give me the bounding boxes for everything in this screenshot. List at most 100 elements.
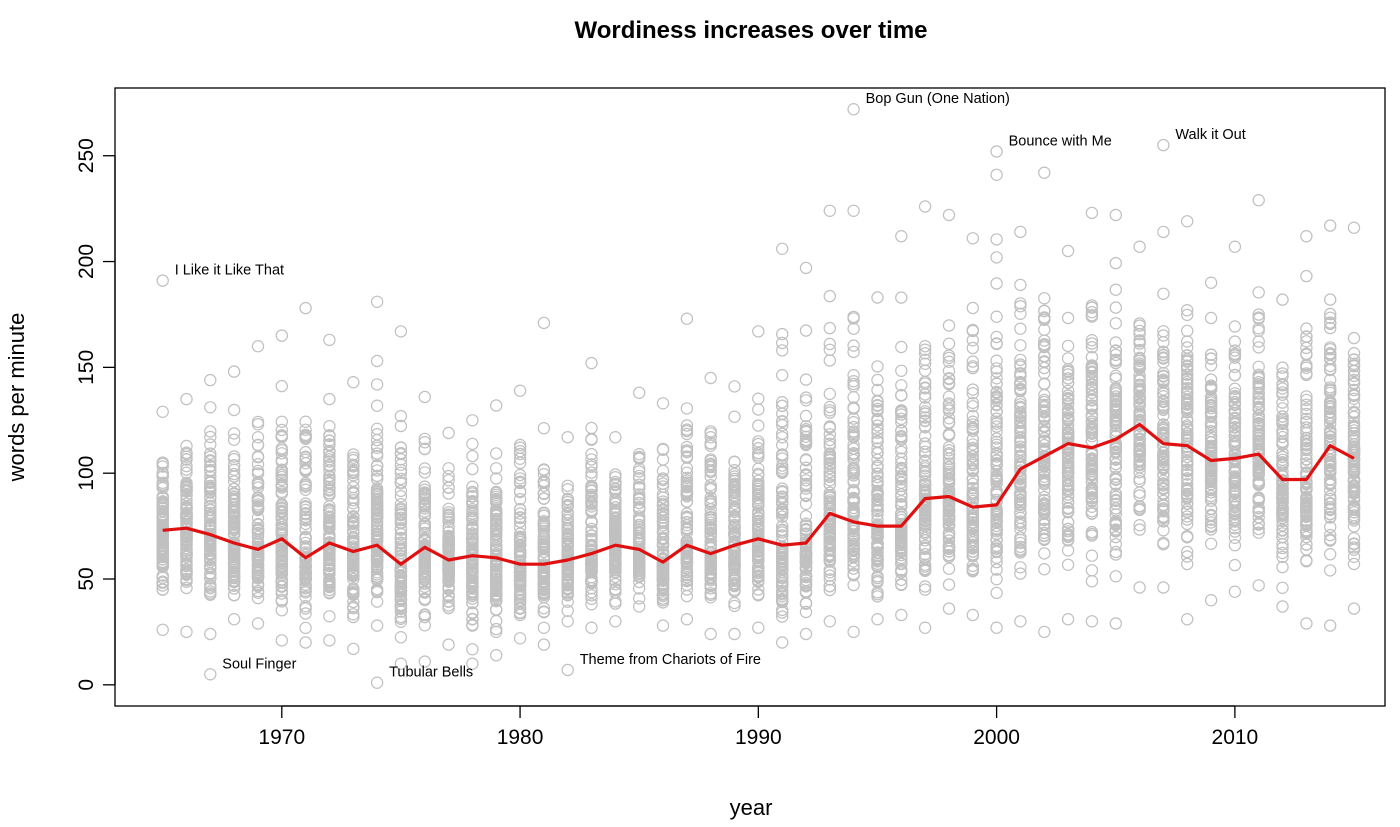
- data-point: [776, 603, 789, 617]
- data-point: [275, 604, 288, 617]
- data-point: [895, 608, 908, 622]
- data-point: [609, 555, 622, 569]
- data-point: [251, 467, 265, 480]
- data-point: [251, 535, 265, 549]
- data-point: [1252, 193, 1265, 207]
- data-point: [633, 561, 646, 575]
- data-point: [1300, 348, 1313, 361]
- data-point: [442, 515, 455, 529]
- data-point: [370, 295, 384, 308]
- data-point: [966, 323, 980, 337]
- data-point: [180, 497, 193, 510]
- data-point: [418, 577, 431, 590]
- data-point: [227, 450, 241, 463]
- data-point: [323, 545, 336, 558]
- data-point: [394, 605, 408, 618]
- data-point: [204, 627, 217, 641]
- data-point: [418, 526, 431, 540]
- data-point: [466, 480, 479, 493]
- data-point: [370, 619, 384, 632]
- data-point: [656, 619, 670, 632]
- data-point: [418, 548, 431, 562]
- data-point: [1109, 570, 1123, 583]
- data-point: [394, 537, 408, 550]
- data-point: [394, 599, 408, 612]
- data-point: [990, 277, 1003, 290]
- data-point: [323, 333, 336, 347]
- data-point: [918, 583, 932, 596]
- data-point: [633, 496, 646, 510]
- data-point: [418, 508, 431, 522]
- data-point: [561, 524, 574, 537]
- data-point: [227, 547, 241, 560]
- data-point: [227, 427, 241, 440]
- data-point: [704, 437, 717, 450]
- data-point: [180, 625, 193, 639]
- data-point: [204, 460, 217, 473]
- data-point: [823, 289, 837, 303]
- data-point: [990, 337, 1003, 350]
- data-point: [609, 431, 622, 444]
- data-point: [537, 316, 551, 330]
- data-point: [251, 491, 265, 504]
- data-point: [347, 608, 360, 621]
- data-point: [609, 582, 622, 596]
- data-point: [323, 484, 336, 497]
- data-point: [156, 576, 169, 590]
- data-point: [323, 580, 336, 594]
- data-point: [752, 583, 765, 596]
- data-point: [776, 505, 789, 519]
- data-point: [299, 483, 312, 496]
- data-point: [394, 546, 408, 560]
- data-point: [490, 472, 503, 485]
- data-point: [752, 621, 765, 634]
- data-point: [227, 588, 241, 602]
- data-point: [275, 485, 288, 498]
- data-point: [299, 514, 312, 527]
- data-point: [299, 536, 312, 550]
- data-point: [299, 450, 312, 463]
- data-point: [537, 487, 551, 501]
- data-point: [1252, 286, 1265, 299]
- data-point: [466, 503, 479, 516]
- data-point: [347, 595, 360, 609]
- data-point: [323, 634, 336, 647]
- data-point: [299, 602, 312, 615]
- data-point: [466, 606, 479, 619]
- data-point: [633, 582, 646, 595]
- data-point: [204, 518, 217, 532]
- data-point: [513, 447, 527, 461]
- data-point: [394, 582, 408, 596]
- data-point: [466, 462, 479, 476]
- data-point: [871, 613, 884, 626]
- data-point: [1228, 558, 1242, 572]
- data-point: [609, 497, 622, 510]
- data-point: [704, 627, 717, 641]
- data-point: [394, 503, 408, 517]
- data-point: [490, 548, 503, 562]
- data-point: [1109, 545, 1123, 559]
- data-point: [656, 515, 670, 528]
- data-point: [513, 441, 527, 454]
- data-point: [370, 378, 384, 391]
- data-point: [704, 559, 717, 572]
- data-point: [585, 421, 598, 435]
- data-point: [227, 579, 241, 593]
- data-point: [823, 321, 837, 335]
- data-point: [370, 582, 384, 596]
- data-point: [1323, 548, 1337, 561]
- data-point: [1014, 561, 1027, 574]
- data-point: [680, 402, 694, 415]
- data-point: [1109, 548, 1123, 561]
- data-point: [204, 578, 217, 592]
- data-point: [418, 502, 431, 515]
- data-point: [227, 582, 241, 595]
- data-point: [394, 466, 408, 479]
- data-point: [537, 570, 551, 583]
- data-point: [704, 479, 717, 492]
- data-point: [490, 622, 503, 636]
- data-point: [537, 479, 551, 492]
- data-point: [633, 501, 646, 514]
- data-point: [585, 503, 598, 517]
